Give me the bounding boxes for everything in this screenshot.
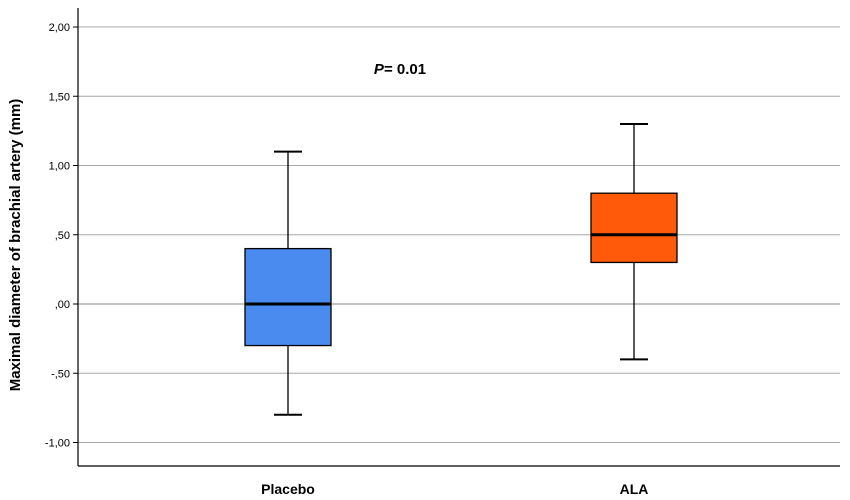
p-value-italic: P [374,61,385,78]
grid-lines [73,26,840,443]
axes [77,8,840,467]
y-tick-label: ,50 [55,230,70,242]
boxes [244,122,678,416]
p-value-text: = 0.01 [384,61,426,78]
y-tick-label: 1,00 [49,161,70,173]
category-labels: Placebo ALA [261,481,648,497]
p-value-annotation: P= 0.01 [374,61,426,78]
y-tick-label: 1,50 [49,91,70,103]
y-tick-labels: 2,00 1,50 1,00 ,50 ,00 -,50 -1,00 [45,22,70,450]
y-tick-label: 2,00 [49,22,70,34]
box-ala [590,122,678,361]
y-tick-label: -,50 [51,368,70,380]
iqr-box [590,192,678,264]
y-tick-label: ,00 [55,299,70,311]
category-label: Placebo [261,481,315,497]
category-label: ALA [620,481,649,497]
box-placebo [244,150,332,416]
iqr-box [244,247,332,347]
y-axis-title: Maximal diameter of brachial artery (mm) [7,99,24,392]
y-tick-label: -1,00 [45,438,70,450]
